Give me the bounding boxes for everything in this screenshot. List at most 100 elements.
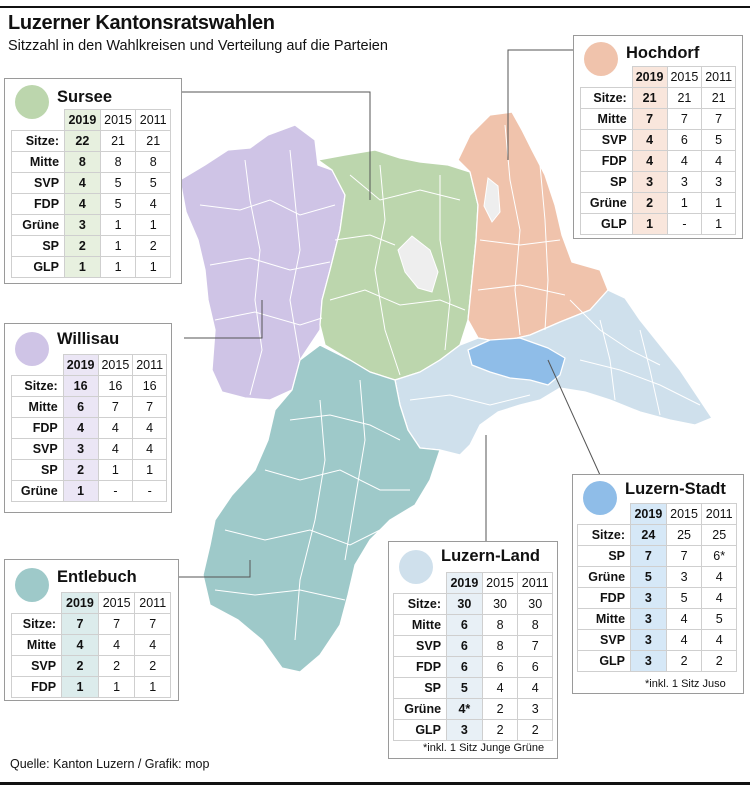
seat-value: 7 <box>517 635 553 657</box>
seat-value: 1 <box>135 256 171 278</box>
seat-value: 4 <box>701 587 737 609</box>
seat-value: 7 <box>630 545 667 567</box>
panel-entlebuch: Entlebuch 2019 2015 2011 Sitze: 7 7 7 Mitte 4 4 4 S… <box>4 559 179 701</box>
year-header-1: 2015 <box>97 354 134 376</box>
table-row: Sitze: 24 25 25 <box>576 524 737 546</box>
hochdorf-table: 2019 2015 2011 Sitze: 21 21 21 Mitte 7 7 7 SVP 4 6 5 FD… <box>580 66 736 235</box>
table-row: Grüne 5 3 4 <box>576 566 737 588</box>
seat-value: 5 <box>446 677 483 699</box>
seat-value: 1 <box>62 480 99 502</box>
year-header-0: 2019 <box>446 572 483 594</box>
seat-value: 21 <box>701 87 736 109</box>
row-label: FDP <box>576 587 632 609</box>
leader-entlebuch <box>179 560 251 578</box>
seat-value: 8 <box>517 614 553 636</box>
seat-value: 30 <box>481 593 519 615</box>
seat-value: 7 <box>134 613 171 635</box>
table-row: SVP 4 5 5 <box>10 172 171 194</box>
willisau-color-dot <box>15 332 49 366</box>
seat-value: 2 <box>61 655 99 677</box>
seat-value: 21 <box>631 87 668 109</box>
seat-value: 3 <box>666 171 703 193</box>
seat-value: 5 <box>99 172 137 194</box>
row-label: GLP <box>10 256 66 278</box>
year-header-2: 2011 <box>135 109 171 131</box>
seat-value: 7 <box>701 108 736 130</box>
leader-sursee <box>182 91 371 200</box>
seat-value: 4 <box>666 150 703 172</box>
seat-value: 22 <box>64 130 101 152</box>
seat-value: 1 <box>61 676 99 698</box>
table-row: Sitze: 16 16 16 <box>11 375 167 397</box>
seat-value: 7 <box>97 396 134 418</box>
row-label: FDP <box>11 417 64 439</box>
year-header-1: 2015 <box>666 66 703 88</box>
table-row: Grüne 3 1 1 <box>10 214 171 236</box>
hochdorf-color-dot <box>584 42 618 76</box>
table-row: GLP 1 1 1 <box>10 256 171 278</box>
sursee-title: Sursee <box>57 88 113 106</box>
row-label: SP <box>576 545 632 567</box>
table-row: Mitte 8 8 8 <box>10 151 171 173</box>
year-header-2: 2011 <box>701 503 737 525</box>
table-corner <box>12 593 62 614</box>
seat-value: 2 <box>62 459 99 481</box>
seat-value: 21 <box>99 130 137 152</box>
seat-value: 4 <box>481 677 519 699</box>
table-corner <box>12 355 64 376</box>
year-header-1: 2015 <box>665 503 703 525</box>
leader-willisau <box>184 300 263 339</box>
table-row: GLP 3 2 2 <box>392 719 553 741</box>
seat-value: 1 <box>666 192 703 214</box>
year-header-1: 2015 <box>97 592 136 614</box>
seat-value: 7 <box>132 396 167 418</box>
row-label: Mitte <box>580 108 633 130</box>
row-label: SVP <box>11 438 64 460</box>
seat-value: 25 <box>701 524 737 546</box>
seat-value: 8 <box>64 151 101 173</box>
seat-value: 2 <box>134 655 171 677</box>
seat-value: 6 <box>517 656 553 678</box>
table-corner <box>581 67 633 88</box>
row-label: GLP <box>576 650 632 672</box>
seat-value: 1 <box>99 235 137 257</box>
seat-value: 4 <box>665 608 703 630</box>
seat-value: 6 <box>62 396 99 418</box>
seat-value: 4 <box>631 150 668 172</box>
seat-value: 7 <box>666 108 703 130</box>
seat-value: 6 <box>666 129 703 151</box>
row-label: SP <box>10 235 66 257</box>
seat-value: 6 <box>446 614 483 636</box>
row-label: Sitze: <box>392 593 448 615</box>
table-row: SVP 6 8 7 <box>392 635 553 657</box>
top-rule <box>0 6 750 8</box>
row-label: SVP <box>576 629 632 651</box>
seat-value: 21 <box>666 87 703 109</box>
row-label: Grüne <box>392 698 448 720</box>
table-row: Mitte 4 4 4 <box>10 634 171 656</box>
seat-value: 1 <box>97 676 136 698</box>
graphic-subtitle: Sitzzahl in den Wahlkreisen und Verteilu… <box>8 38 388 54</box>
seat-value: 4 <box>64 193 101 215</box>
table-row: Mitte 3 4 5 <box>576 608 737 630</box>
seat-value: 24 <box>630 524 667 546</box>
panel-luzernland: Luzern-Land 2019 2015 2011 Sitze: 30 30 30 Mitt… <box>388 541 558 759</box>
table-row: FDP 3 5 4 <box>576 587 737 609</box>
table-row: Grüne 2 1 1 <box>580 192 736 214</box>
seat-value: 7 <box>61 613 99 635</box>
row-label: Mitte <box>11 396 64 418</box>
seat-value: 3 <box>517 698 553 720</box>
table-corner <box>12 110 65 131</box>
seat-value: 4 <box>97 417 134 439</box>
seat-value: 2 <box>97 655 136 677</box>
year-header-2: 2011 <box>132 354 167 376</box>
year-header-0: 2019 <box>62 354 99 376</box>
table-row: Sitze: 22 21 21 <box>10 130 171 152</box>
row-label: SP <box>580 171 633 193</box>
table-row: FDP 4 4 4 <box>11 417 167 439</box>
luzernstadt-color-dot <box>583 481 617 515</box>
seat-value: 21 <box>135 130 171 152</box>
table-row: SP 2 1 2 <box>10 235 171 257</box>
row-label: Mitte <box>10 151 66 173</box>
